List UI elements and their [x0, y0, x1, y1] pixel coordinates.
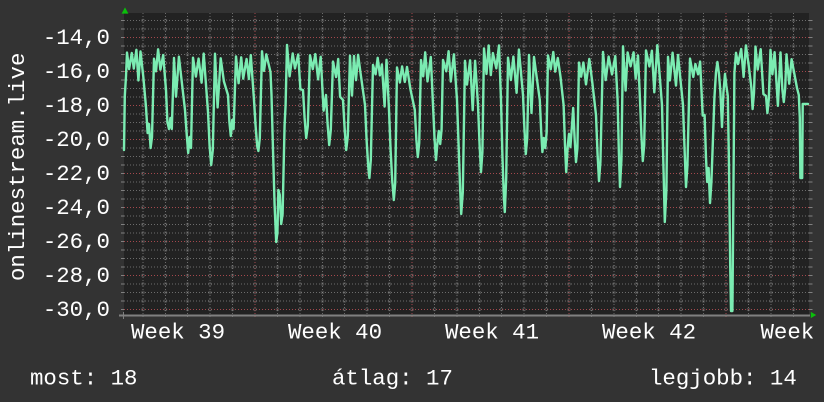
svg-text:Week 41: Week 41	[445, 320, 539, 346]
svg-text:-24,0: -24,0	[43, 195, 110, 221]
svg-text:onlinestream.live: onlinestream.live	[5, 53, 31, 281]
svg-text:-14,0: -14,0	[43, 25, 110, 51]
svg-text:-30,0: -30,0	[43, 297, 110, 323]
svg-text:Week 43: Week 43	[761, 320, 824, 346]
svg-text:-26,0: -26,0	[43, 229, 110, 255]
svg-text:most: 18: most: 18	[30, 366, 138, 392]
svg-text:átlag: 17: átlag: 17	[332, 366, 453, 392]
svg-text:-22,0: -22,0	[43, 161, 110, 187]
svg-text:Week 39: Week 39	[131, 320, 225, 346]
svg-text:-28,0: -28,0	[43, 263, 110, 289]
svg-text:legjobb: 14: legjobb: 14	[649, 366, 797, 392]
svg-text:Week 42: Week 42	[602, 320, 696, 346]
svg-text:-18,0: -18,0	[43, 93, 110, 119]
svg-text:-20,0: -20,0	[43, 127, 110, 153]
svg-text:-16,0: -16,0	[43, 59, 110, 85]
svg-text:Week 40: Week 40	[288, 320, 382, 346]
